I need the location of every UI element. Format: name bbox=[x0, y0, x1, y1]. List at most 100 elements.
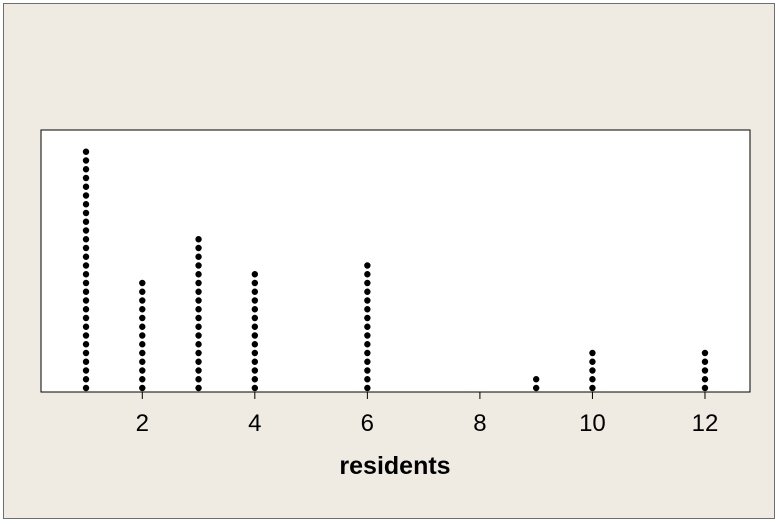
dot-x6-1 bbox=[364, 384, 371, 392]
dot-x3-14 bbox=[195, 271, 202, 278]
dot-x3-9 bbox=[195, 314, 202, 322]
x-tick-label-8: 8 bbox=[473, 410, 486, 437]
dot-x3-16 bbox=[195, 253, 202, 260]
dot-x6-6 bbox=[364, 341, 371, 348]
dot-x3-13 bbox=[195, 279, 202, 287]
dot-x4-6 bbox=[251, 341, 259, 348]
dot-x4-13 bbox=[251, 279, 259, 287]
dot-x6-14 bbox=[364, 271, 371, 278]
dot-x1-24 bbox=[82, 183, 90, 190]
dot-x6-4 bbox=[364, 358, 371, 365]
dot-x1-11 bbox=[82, 297, 90, 304]
dot-x1-20 bbox=[82, 218, 90, 225]
dot-x3-7 bbox=[195, 332, 202, 339]
dot-x12-5 bbox=[701, 349, 709, 357]
dot-x6-10 bbox=[364, 306, 371, 313]
dot-x6-7 bbox=[364, 332, 371, 339]
dot-x6-13 bbox=[364, 279, 371, 287]
dot-x1-26 bbox=[82, 166, 90, 173]
dot-x3-18 bbox=[195, 236, 202, 243]
dot-x4-7 bbox=[251, 332, 259, 339]
dot-x3-17 bbox=[195, 244, 202, 252]
dot-x3-15 bbox=[195, 262, 202, 269]
x-tick-label-12: 12 bbox=[692, 410, 719, 437]
dot-x1-23 bbox=[82, 192, 90, 199]
dot-x1-13 bbox=[82, 279, 90, 287]
x-tick-label-2: 2 bbox=[136, 410, 149, 437]
dot-x12-2 bbox=[701, 376, 709, 383]
dot-x2-13 bbox=[139, 279, 146, 287]
dot-x1-10 bbox=[82, 306, 90, 313]
dot-x4-5 bbox=[251, 349, 259, 357]
plot-area bbox=[40, 129, 751, 393]
dot-x1-6 bbox=[82, 341, 90, 348]
dot-x1-18 bbox=[82, 236, 90, 243]
dot-x1-22 bbox=[82, 201, 90, 208]
dot-x6-11 bbox=[364, 297, 371, 304]
x-tick-label-4: 4 bbox=[248, 410, 261, 437]
dot-x10-3 bbox=[589, 367, 596, 374]
dot-x4-3 bbox=[251, 367, 259, 374]
dot-x1-19 bbox=[82, 227, 90, 234]
dot-x10-5 bbox=[589, 349, 596, 357]
dot-x2-11 bbox=[139, 297, 146, 304]
dot-x1-28 bbox=[82, 148, 90, 155]
dot-x1-14 bbox=[82, 271, 90, 278]
x-axis-ticks bbox=[141, 392, 706, 399]
dot-x1-4 bbox=[82, 358, 90, 365]
dot-x3-10 bbox=[195, 306, 202, 313]
dot-x1-9 bbox=[82, 314, 90, 322]
dot-x2-8 bbox=[139, 323, 146, 330]
dot-x2-1 bbox=[139, 384, 146, 392]
dot-x9-2 bbox=[532, 376, 540, 383]
dot-x3-3 bbox=[195, 367, 202, 374]
dot-x10-4 bbox=[589, 358, 596, 365]
dot-x4-8 bbox=[251, 323, 259, 330]
dot-x1-21 bbox=[82, 209, 90, 217]
dot-x4-4 bbox=[251, 358, 259, 365]
dot-x10-2 bbox=[589, 376, 596, 383]
dot-x3-2 bbox=[195, 376, 202, 383]
dot-x6-9 bbox=[364, 314, 371, 322]
dot-x4-12 bbox=[251, 288, 259, 295]
dot-x1-27 bbox=[82, 157, 90, 164]
dot-x9-1 bbox=[532, 384, 540, 392]
dot-x6-2 bbox=[364, 376, 371, 383]
dot-x2-10 bbox=[139, 306, 146, 313]
dot-x2-12 bbox=[139, 288, 146, 295]
dot-x6-15 bbox=[364, 262, 371, 269]
dot-x3-8 bbox=[195, 323, 202, 330]
dot-x1-16 bbox=[82, 253, 90, 260]
dot-x1-7 bbox=[82, 332, 90, 339]
dot-x2-7 bbox=[139, 332, 146, 339]
dot-x1-8 bbox=[82, 323, 90, 330]
dot-x3-6 bbox=[195, 341, 202, 348]
dot-x12-3 bbox=[701, 367, 709, 374]
dot-x3-5 bbox=[195, 349, 202, 357]
dot-x2-3 bbox=[139, 367, 146, 374]
dot-x1-1 bbox=[82, 384, 90, 392]
dot-x1-25 bbox=[82, 174, 90, 182]
dot-x4-1 bbox=[251, 384, 259, 392]
dot-x12-1 bbox=[701, 384, 709, 392]
dot-x2-9 bbox=[139, 314, 146, 322]
dot-x12-4 bbox=[701, 358, 709, 365]
dot-x2-5 bbox=[139, 349, 146, 357]
dot-x6-8 bbox=[364, 323, 371, 330]
dot-x4-10 bbox=[251, 306, 259, 313]
dot-x1-2 bbox=[82, 376, 90, 383]
x-tick-label-10: 10 bbox=[579, 410, 606, 437]
dot-x6-5 bbox=[364, 349, 371, 357]
dot-x3-12 bbox=[195, 288, 202, 295]
dot-x3-1 bbox=[195, 384, 202, 392]
dot-x3-11 bbox=[195, 297, 202, 304]
x-tick-label-6: 6 bbox=[361, 410, 374, 437]
x-axis-tick-labels: 2 4 6 8 10 12 bbox=[136, 410, 719, 437]
data-dots bbox=[82, 148, 709, 392]
dot-x3-4 bbox=[195, 358, 202, 365]
dot-x4-11 bbox=[251, 297, 259, 304]
dot-x2-6 bbox=[139, 341, 146, 348]
dot-x1-12 bbox=[82, 288, 90, 295]
dot-x10-1 bbox=[589, 384, 596, 392]
